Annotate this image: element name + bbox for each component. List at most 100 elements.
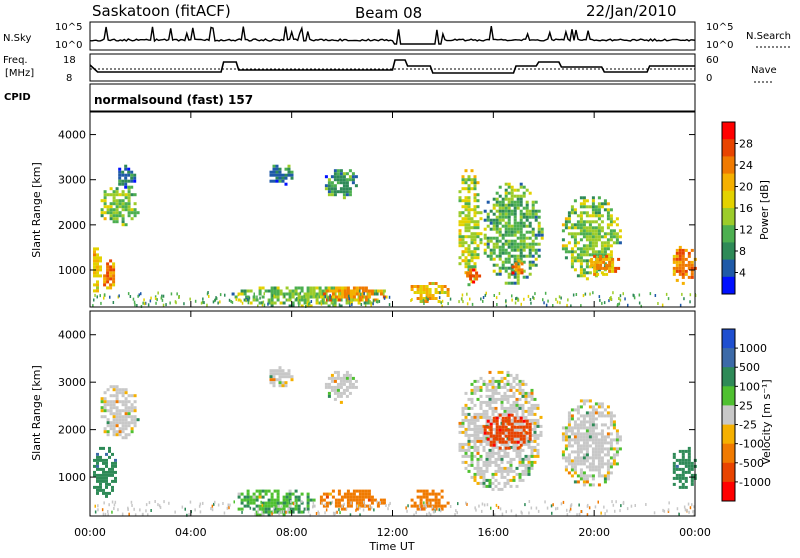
heatmap-cell xyxy=(570,223,574,227)
heatmap-cell xyxy=(264,507,268,511)
heatmap-cell xyxy=(516,245,520,249)
heatmap-cell xyxy=(533,454,537,458)
heatmap-cell xyxy=(458,241,462,245)
heatmap-cell xyxy=(345,388,349,392)
heatmap-cell xyxy=(537,215,541,219)
heatmap-cell xyxy=(106,433,110,437)
heatmap-cell xyxy=(473,199,477,203)
heatmap-cell xyxy=(528,260,532,264)
heatmap-cell xyxy=(464,454,468,458)
heatmap-cell xyxy=(428,282,432,285)
heatmap-cell xyxy=(606,459,610,463)
heatmap-cell xyxy=(486,419,490,423)
heatmap-cell xyxy=(515,448,519,452)
heatmap-cell xyxy=(479,400,483,404)
heatmap-cell xyxy=(467,436,471,440)
heatmap-cell xyxy=(470,451,474,455)
heatmap-cell xyxy=(687,254,691,258)
heatmap-cell xyxy=(121,182,125,186)
heatmap-cell xyxy=(416,495,420,499)
heatmap-cell xyxy=(364,489,368,493)
heatmap-cell xyxy=(517,265,521,269)
heatmap-cell xyxy=(129,295,132,298)
heatmap-cell xyxy=(622,500,625,504)
heatmap-cell xyxy=(593,263,597,267)
heatmap-cell xyxy=(272,375,276,379)
heatmap-cell xyxy=(527,457,531,461)
heatmap-cell xyxy=(109,427,113,431)
heatmap-cell xyxy=(352,498,356,502)
heatmap-cell xyxy=(106,400,110,404)
heatmap-cell xyxy=(517,298,519,302)
heatmap-cell xyxy=(461,199,465,203)
heatmap-cell xyxy=(678,467,682,471)
heatmap-cell xyxy=(458,238,462,242)
heatmap-cell xyxy=(482,478,486,482)
heatmap-cell xyxy=(356,504,358,508)
heatmap-cell xyxy=(106,403,110,407)
heatmap-cell xyxy=(486,254,490,258)
heatmap-cell xyxy=(343,502,345,506)
heatmap-cell xyxy=(472,280,476,284)
heatmap-cell xyxy=(585,414,589,418)
heatmap-cell xyxy=(368,504,371,508)
heatmap-cell xyxy=(178,295,180,299)
heatmap-cell xyxy=(364,492,368,496)
heatmap-cell xyxy=(515,484,519,488)
heatmap-cell xyxy=(591,235,595,239)
heatmap-cell xyxy=(534,215,538,219)
heatmap-cell xyxy=(483,431,487,435)
heatmap-cell xyxy=(504,428,508,432)
heatmap-cell xyxy=(684,458,688,462)
heatmap-cell xyxy=(519,197,523,201)
heatmap-cell xyxy=(124,424,128,428)
heatmap-cell xyxy=(340,292,344,296)
heatmap-cell xyxy=(461,409,465,413)
heatmap-cell xyxy=(269,179,273,183)
nsky-panel: N.Sky 10^5 10^0 10^5 10^0 N.Search xyxy=(3,21,791,51)
heatmap-cell xyxy=(530,466,534,470)
heatmap-cell xyxy=(603,435,607,439)
heatmap-cell xyxy=(106,430,110,434)
heatmap-cell xyxy=(219,300,221,304)
heatmap-cell xyxy=(594,220,598,224)
heatmap-cell xyxy=(597,474,601,478)
heatmap-cell xyxy=(503,385,507,389)
heatmap-cell xyxy=(333,301,337,305)
heatmap-cell xyxy=(569,507,572,511)
heatmap-cell xyxy=(533,430,537,434)
heatmap-cell xyxy=(524,394,528,398)
heatmap-cell xyxy=(473,226,477,230)
heatmap-cell xyxy=(585,438,589,442)
heatmap-cell xyxy=(600,256,604,260)
heatmap-cell xyxy=(609,471,613,475)
heatmap-cell xyxy=(505,299,507,303)
heatmap-cell xyxy=(287,369,291,373)
heatmap-cell xyxy=(610,296,612,299)
heatmap-cell xyxy=(504,416,508,420)
heatmap-cell xyxy=(124,176,128,180)
heatmap-cell xyxy=(473,403,477,407)
heatmap-cell xyxy=(573,450,577,454)
heatmap-cell xyxy=(588,214,592,218)
heatmap-cell xyxy=(497,466,501,470)
heatmap-cell xyxy=(687,452,691,456)
heatmap-cell xyxy=(336,181,340,185)
heatmap-cell xyxy=(518,382,522,386)
heatmap-cell xyxy=(510,422,514,426)
heatmap-cell xyxy=(261,507,265,511)
heatmap-cell xyxy=(467,211,471,215)
heatmap-cell xyxy=(512,394,516,398)
heatmap-cell xyxy=(470,238,474,242)
heatmap-cell xyxy=(511,265,515,269)
heatmap-cell xyxy=(364,289,368,293)
heatmap-cell xyxy=(516,206,520,210)
heatmap-cell xyxy=(597,450,601,454)
heatmap-cell xyxy=(591,447,595,451)
heatmap-cell xyxy=(458,300,460,304)
heatmap-cell xyxy=(485,385,489,389)
heatmap-cell xyxy=(567,453,571,457)
heatmap-cell xyxy=(582,423,586,427)
heatmap-cell xyxy=(291,492,295,496)
heatmap-cell xyxy=(539,430,543,434)
